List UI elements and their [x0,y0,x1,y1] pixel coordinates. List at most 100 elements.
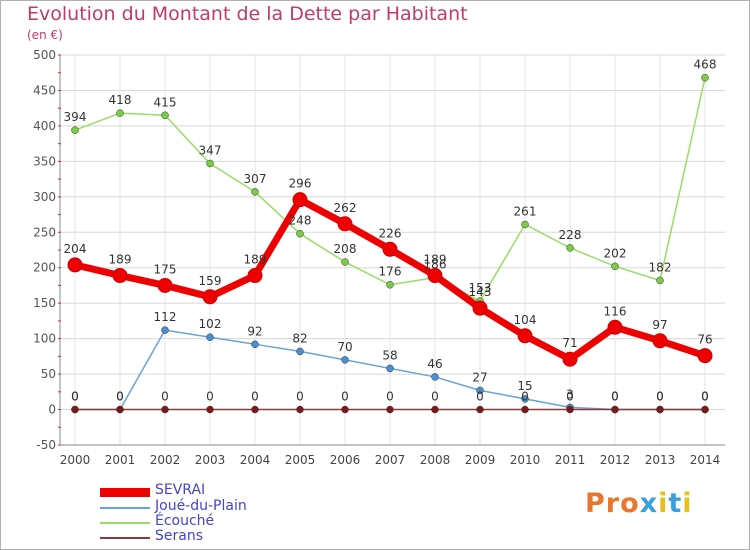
data-point [116,109,124,117]
data-point [71,405,79,414]
data-label: 189 [424,253,447,267]
data-label: 0 [656,390,664,404]
y-tick-label: 300 [33,190,56,204]
data-label: 0 [521,390,529,404]
data-label: 143 [469,285,492,299]
data-point [476,386,484,395]
data-label: 0 [566,390,574,404]
data-point [386,405,394,414]
data-point [112,268,128,284]
data-label: 0 [116,390,124,404]
data-label: 159 [199,274,222,288]
data-point [652,333,668,349]
data-point [67,257,83,273]
data-label: 92 [247,324,262,338]
data-label: 3 [566,387,574,401]
data-label: 82 [292,331,307,345]
y-tick-label: 450 [33,83,56,97]
data-point [247,268,263,284]
data-label: 208 [334,242,357,256]
x-tick-label: 2004 [240,453,271,467]
data-label: 0 [296,390,304,404]
data-point [71,126,79,134]
x-tick-label: 2003 [195,453,226,467]
data-label: 307 [244,172,267,186]
data-point [296,405,304,414]
legend-item-joue-du-plain: Joué-du-Plain [100,498,360,516]
legend-item-serans: Serans [100,528,360,546]
data-label: 153 [469,281,492,295]
data-point [341,356,349,364]
data-point [517,328,533,344]
data-label: 112 [154,310,177,324]
x-tick-label: 2007 [375,453,406,467]
data-label: 468 [694,58,717,72]
data-label: 76 [697,333,712,347]
chart-subtitle: (en €) [27,28,63,42]
legend-swatch-sevrai [100,488,150,497]
data-label: 0 [476,390,484,404]
data-label: 0 [701,390,709,404]
data-point [431,405,439,414]
data-point [296,347,304,356]
x-tick-label: 2005 [285,453,316,467]
y-tick-label: 500 [33,48,56,62]
data-label: 176 [379,265,402,279]
data-point [562,351,578,367]
data-point [202,289,218,305]
x-tick-label: 2008 [420,453,451,467]
x-tick-label: 2014 [690,453,721,467]
y-tick-label: 50 [41,367,56,381]
logo-letter: o [620,488,640,519]
data-label: 182 [649,260,672,274]
data-label: 202 [604,246,627,260]
data-point [611,405,619,414]
data-point [607,319,623,335]
legend-swatch-serans [100,537,150,539]
data-point [611,262,619,271]
data-point [701,405,709,414]
data-label: 0 [431,390,439,404]
data-point [206,159,214,168]
logo-letter: i [658,488,669,519]
data-label: 418 [109,93,132,107]
data-point [292,192,308,208]
data-label: 248 [289,214,312,228]
data-label: 0 [701,390,709,404]
data-point [337,216,353,232]
data-label: 27 [472,370,487,384]
data-label: 102 [199,317,222,331]
data-label: 347 [199,143,222,157]
data-label: 116 [604,304,627,318]
data-label: 204 [64,242,87,256]
data-label: 0 [116,390,124,404]
data-point [427,268,443,284]
data-label: 186 [424,258,447,272]
data-point [161,326,169,334]
data-point [161,111,169,120]
data-label: 0 [611,390,619,404]
data-point [382,241,398,257]
data-point [206,333,214,341]
x-tick-label: 2000 [60,453,91,467]
data-label: 0 [251,390,259,404]
y-tick-label: 150 [33,296,56,310]
data-point [431,373,439,381]
logo-letter: i [682,488,693,519]
data-label: 15 [517,379,532,393]
data-point [656,405,664,414]
data-point [521,395,529,403]
legend-label-serans: Serans [155,528,204,544]
data-label: 296 [289,177,312,191]
logo-letter: t [668,488,683,519]
data-point [476,405,484,414]
data-point [472,300,488,316]
data-point [157,277,173,293]
legend-label-joue-du-plain: Joué-du-Plain [155,498,247,514]
data-point [341,405,349,414]
data-point [656,276,664,285]
data-label: 0 [656,390,664,404]
chart-title: Evolution du Montant de la Dette par Hab… [27,3,468,25]
y-tick-label: 200 [33,261,56,275]
